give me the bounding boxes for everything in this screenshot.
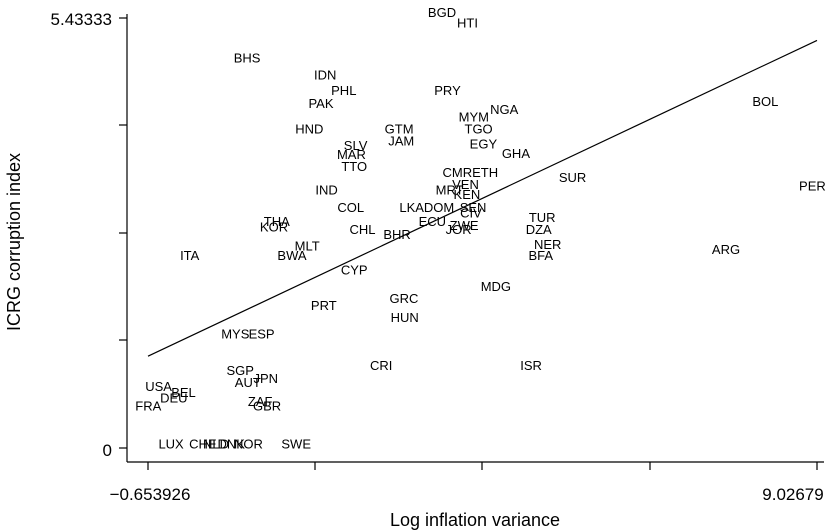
point-label-egy: EGY (470, 137, 498, 152)
point-label-pry: PRY (434, 83, 461, 98)
point-label-tur: TUR (529, 210, 556, 225)
point-label-cyp: CYP (341, 262, 368, 277)
point-label-esp: ESP (249, 327, 275, 342)
point-label-bhr: BHR (383, 227, 410, 242)
x-axis-label: Log inflation variance (390, 510, 560, 530)
point-label-swe: SWE (281, 437, 311, 452)
point-label-lkadom: LKADOM (399, 200, 454, 215)
point-label-fra: FRA (135, 399, 161, 414)
point-label-cmreth: CMRETH (442, 165, 498, 180)
point-label-bfa: BFA (529, 248, 554, 263)
point-label-kor: KOR (260, 220, 288, 235)
x-tick-label-left: −0.653926 (110, 485, 191, 504)
y-tick-label-bottom: 0 (103, 441, 112, 460)
point-label-mys: MYS (221, 327, 250, 342)
point-label-ken: KEN (454, 187, 481, 202)
point-label-hti: HTI (457, 16, 478, 31)
point-label-nga: NGA (490, 102, 519, 117)
point-label-phl: PHL (331, 83, 356, 98)
point-label-idn: IDN (314, 68, 336, 83)
y-tick-label-top: 5.43333 (51, 10, 112, 29)
point-label-jor: JOR (446, 222, 472, 237)
regression-line (147, 39, 818, 357)
point-label-bhs: BHS (234, 50, 261, 65)
point-label-hnd: HND (295, 122, 323, 137)
point-label-bol: BOL (752, 94, 778, 109)
point-label-mar: MAR (337, 147, 366, 162)
point-label-mlt: MLT (295, 239, 320, 254)
point-label-pak: PAK (308, 96, 333, 111)
point-label-gtm: GTM (385, 122, 414, 137)
point-label-mdg: MDG (481, 279, 511, 294)
point-label-ner: NER (534, 237, 561, 252)
point-label-isr: ISR (520, 358, 542, 373)
point-label-tha: THA (264, 214, 290, 229)
point-label-tto: TTO (341, 159, 367, 174)
point-label-cri: CRI (370, 358, 392, 373)
point-label-che: CHE (189, 437, 217, 452)
point-label-nor: NOR (234, 437, 263, 452)
point-label-deu: DEU (160, 391, 187, 406)
y-axis: 5.43333 0 ICRG corruption index (4, 10, 128, 462)
point-label-jam: JAM (388, 133, 414, 148)
point-label-bwa: BWA (277, 248, 306, 263)
point-label-gha: GHA (502, 146, 531, 161)
point-label-sen: SEN (460, 200, 487, 215)
y-axis-label: ICRG corruption index (4, 153, 24, 331)
x-axis: −0.653926 9.02679 Log inflation variance (110, 461, 824, 530)
point-label-jpn: JPN (254, 371, 279, 386)
point-label-sur: SUR (559, 170, 586, 185)
point-label-zaf: ZAF (248, 394, 273, 409)
point-label-mym: MYM (459, 110, 489, 125)
point-label-zwe: ZWE (450, 218, 479, 233)
point-label-sgp: SGP (226, 363, 253, 378)
point-label-ven: VEN (452, 177, 479, 192)
point-label-mrt: MRT (436, 183, 464, 198)
point-label-dnk: DNK (217, 437, 245, 452)
point-label-chl: CHL (349, 222, 375, 237)
point-label-bgd: BGD (428, 5, 456, 20)
point-label-per: PER (799, 179, 826, 194)
point-label-civ: CIV (460, 206, 482, 221)
x-tick-label-right: 9.02679 (762, 485, 823, 504)
point-label-col: COL (337, 200, 364, 215)
point-label-prt: PRT (311, 298, 337, 313)
point-label-slv: SLV (344, 138, 368, 153)
point-label-aut: AUT (235, 375, 261, 390)
point-label-hun: HUN (391, 310, 419, 325)
point-label-gbr: GBR (253, 399, 281, 414)
point-label-tgo: TGO (465, 122, 493, 137)
point-label-dza: DZA (526, 222, 552, 237)
point-label-ita: ITA (180, 248, 200, 263)
point-label-arg: ARG (712, 242, 740, 257)
point-label-ecu: ECU (419, 214, 446, 229)
point-label-bel: BEL (171, 385, 196, 400)
point-label-usa: USA (145, 379, 172, 394)
point-label-lux: LUX (158, 437, 184, 452)
point-label-ind: IND (315, 183, 337, 198)
point-label-grc: GRC (390, 291, 419, 306)
point-label-nld: NLD (203, 437, 229, 452)
